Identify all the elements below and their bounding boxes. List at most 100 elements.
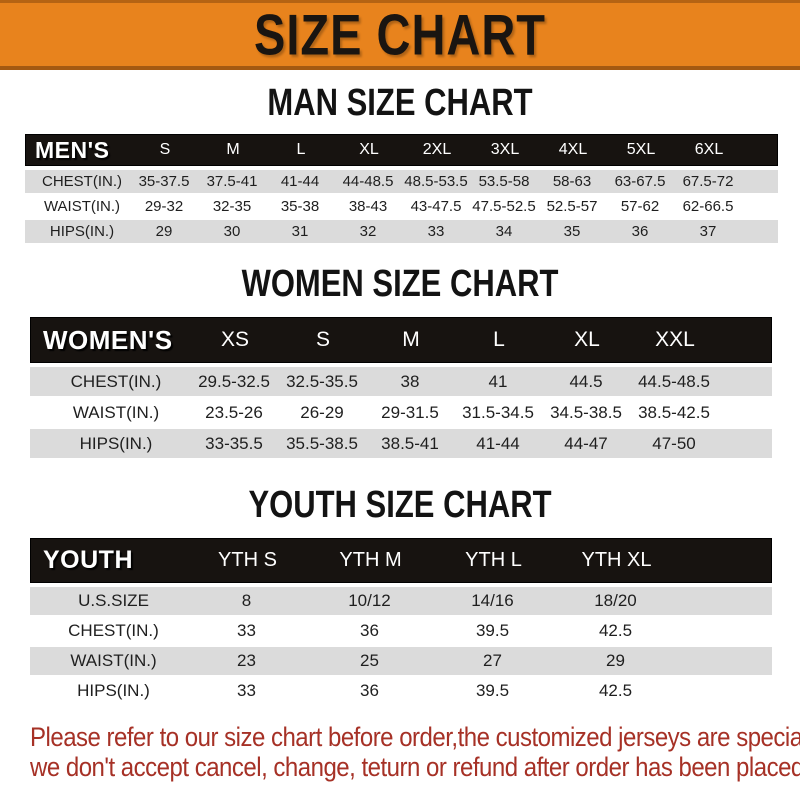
column-header: XXL [655,328,695,351]
size-value: 29-31.5 [381,402,439,422]
row-label: WAIST(IN.) [70,651,157,670]
size-value: 36 [360,681,379,700]
column-header: S [315,328,330,351]
size-value: 26-29 [300,402,344,422]
size-value: 36 [631,223,649,240]
footer-line-1: Please refer to our size chart before or… [30,722,800,753]
size-value: 35 [563,223,581,240]
size-value: 35.5-38.5 [286,433,358,453]
men-size-table: MEN'S S M L XL 2XL 3XL 4XL 5XL 6XL CHEST(IN.) 35-37… [25,134,778,243]
size-value: 32 [359,223,377,240]
size-value: 38.5-42.5 [638,402,710,422]
size-value: 63-67.5 [614,173,666,190]
footer-line-2: we don't accept cancel, change, teturn o… [30,752,800,783]
table-row: HIPS(IN.) 29 30 31 32 33 34 35 36 37 [25,218,778,243]
size-value: 53.5-58 [478,173,530,190]
youth-section: YOUTH SIZE CHART YOUTH YTH S YTH M YTH L YTH… [0,483,800,705]
men-section-heading: MAN SIZE CHART [267,81,533,124]
table-corner-label: MEN'S [35,136,110,163]
women-section: WOMEN SIZE CHART WOMEN'S XS S M L XL XXL CHEST(… [0,262,800,458]
size-value: 37.5-41 [206,173,258,190]
size-value: 39.5 [475,681,510,700]
size-value: 41-44 [476,433,520,453]
size-value: 35-37.5 [138,173,190,190]
size-value: 38 [400,371,420,391]
table-row: WAIST(IN.) 29-32 32-35 35-38 38-43 43-47.5 47.… [25,193,778,218]
size-value: 67.5-72 [682,173,734,190]
size-value: 34 [495,223,513,240]
size-value: 25 [360,651,379,670]
table-header-row: YOUTH YTH S YTH M YTH L YTH XL [30,538,772,583]
table-row: HIPS(IN.) 33-35.5 35.5-38.5 38.5-41 41-44 44-… [30,427,772,458]
row-label: HIPS(IN.) [49,223,115,240]
size-value: 31.5-34.5 [462,402,534,422]
size-value: 33 [427,223,445,240]
column-header: XL [359,141,379,158]
size-value: 36 [360,621,379,640]
youth-size-table: YOUTH YTH S YTH M YTH L YTH XL U.S.SIZE 8 10/12… [30,538,772,705]
size-value: 39.5 [475,621,510,640]
size-value: 32-35 [212,198,252,215]
column-header: XS [220,328,249,351]
size-value: 48.5-53.5 [404,173,468,190]
size-value: 14/16 [471,591,514,610]
row-label: CHEST(IN.) [68,621,159,640]
column-header: L [296,141,306,158]
size-value: 47-50 [652,433,696,453]
size-value: 27 [483,651,502,670]
column-header: S [159,141,171,158]
column-header: YTH M [339,549,402,571]
column-header: 6XL [694,141,724,158]
size-value: 38-43 [348,198,388,215]
size-value: 18/20 [594,591,637,610]
footer-note: Please refer to our size chart before or… [30,722,800,783]
size-value: 62-66.5 [682,198,734,215]
size-value: 29 [155,223,173,240]
size-value: 29 [606,651,625,670]
size-value: 30 [223,223,241,240]
column-header: L [493,328,505,351]
column-header: M [402,328,420,351]
size-value: 57-62 [620,198,660,215]
table-corner-label: YOUTH [43,546,133,574]
column-header: 3XL [490,141,520,158]
row-label: U.S.SIZE [78,591,149,610]
column-header: 2XL [422,141,452,158]
size-value: 47.5-52.5 [472,198,536,215]
table-row: HIPS(IN.) 33 36 39.5 42.5 [30,675,772,705]
row-label: WAIST(IN.) [72,402,160,422]
row-label: HIPS(IN.) [77,681,150,700]
table-row: U.S.SIZE 8 10/12 14/16 18/20 [30,585,772,615]
size-value: 23.5-26 [205,402,263,422]
size-value: 44-47 [564,433,608,453]
size-value: 35-38 [280,198,320,215]
women-section-heading: WOMEN SIZE CHART [241,262,559,305]
row-label: CHEST(IN.) [42,173,122,190]
size-value: 33 [237,681,256,700]
youth-section-heading: YOUTH SIZE CHART [248,483,552,526]
size-value: 44.5 [569,371,603,391]
size-value: 29-32 [144,198,184,215]
size-value: 34.5-38.5 [550,402,622,422]
size-value: 58-63 [552,173,592,190]
column-header: 5XL [626,141,656,158]
table-row: CHEST(IN.) 35-37.5 37.5-41 41-44 44-48.5 48.5… [25,168,778,193]
banner-title: SIZE CHART [254,2,546,67]
column-header: YTH XL [581,549,652,571]
size-value: 29.5-32.5 [198,371,270,391]
column-header: XL [574,328,600,351]
column-header: YTH L [465,549,522,571]
size-value: 31 [291,223,309,240]
table-header-row: MEN'S S M L XL 2XL 3XL 4XL 5XL 6XL [25,134,778,166]
size-value: 52.5-57 [546,198,598,215]
table-row: WAIST(IN.) 23 25 27 29 [30,645,772,675]
size-value: 38.5-41 [381,433,439,453]
table-row: CHEST(IN.) 29.5-32.5 32.5-35.5 38 41 44.5 44.5… [30,365,772,396]
size-value: 23 [237,651,256,670]
size-value: 44-48.5 [342,173,394,190]
table-row: CHEST(IN.) 33 36 39.5 42.5 [30,615,772,645]
size-value: 10/12 [348,591,391,610]
size-value: 37 [699,223,717,240]
column-header: 4XL [558,141,588,158]
men-section: MAN SIZE CHART MEN'S S M L XL 2XL 3XL 4XL 5XL 6XL… [0,81,800,243]
